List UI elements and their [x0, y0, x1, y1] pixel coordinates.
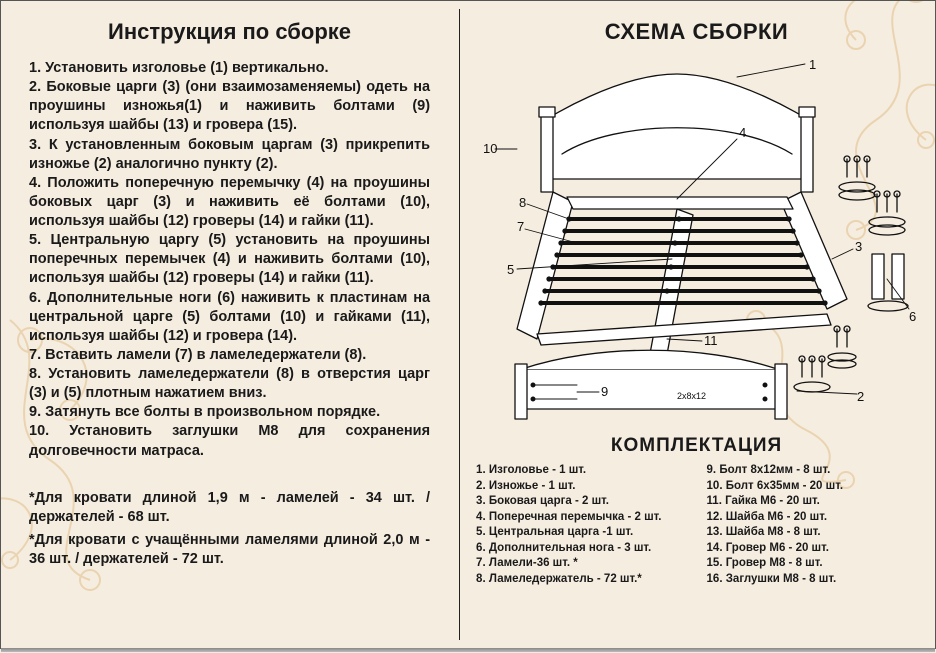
step-3: 3. К установленным боковым царгам (3) пр…	[29, 136, 430, 174]
footer-shadow	[1, 648, 935, 652]
part-13: 13. Шайба М8 - 8 шт.	[707, 525, 917, 541]
part-2: 2. Изножье - 1 шт.	[476, 479, 686, 495]
footboard-icon	[515, 350, 787, 419]
step-4: 4. Положить поперечную перемычку (4) на …	[29, 174, 430, 231]
callout-5: 5	[507, 262, 514, 277]
hardware-group-3	[828, 326, 856, 368]
step-7: 7. Вставить ламели (7) в ламеледержатели…	[29, 346, 430, 365]
assembly-steps: 1. Установить изголовье (1) вертикально.…	[29, 59, 430, 461]
parts-col-right: 9. Болт 8x12мм - 8 шт. 10. Болт 6x35мм -…	[707, 463, 917, 587]
scheme-title: СХЕМА СБОРКИ	[476, 19, 917, 45]
parts-list: 1. Изголовье - 1 шт. 2. Изножье - 1 шт. …	[476, 463, 917, 587]
note-1: *Для кровати длиной 1,9 м - ламелей - 34…	[29, 489, 430, 527]
hardware-group-1	[839, 156, 875, 200]
note-2: *Для кровати с учащёнными ламелями длино…	[29, 531, 430, 569]
step-10: 10. Установить заглушки М8 для сохранени…	[29, 422, 430, 460]
parts-col-left: 1. Изголовье - 1 шт. 2. Изножье - 1 шт. …	[476, 463, 686, 587]
right-column: СХЕМА СБОРКИ	[458, 1, 935, 648]
callout-4: 4	[739, 125, 746, 140]
part-11: 11. Гайка М6 - 20 шт.	[707, 494, 917, 510]
step-5: 5. Центральную царгу (5) установить на п…	[29, 231, 430, 288]
callout-11: 11	[704, 333, 718, 348]
leg-group	[868, 254, 908, 311]
callout-10: 10	[483, 141, 497, 156]
part-9: 9. Болт 8x12мм - 8 шт.	[707, 463, 917, 479]
part-15: 15. Гровер М8 - 8 шт.	[707, 556, 917, 572]
part-12: 12. Шайба М6 - 20 шт.	[707, 510, 917, 526]
callout-9: 9	[601, 384, 608, 399]
part-14: 14. Гровер М6 - 20 шт.	[707, 541, 917, 557]
screw-note: 2x8x12	[677, 391, 706, 401]
part-3: 3. Боковая царга - 2 шт.	[476, 494, 686, 510]
column-divider	[459, 9, 460, 640]
part-8: 8. Ламеледержатель - 72 шт.*	[476, 572, 686, 588]
callout-3: 3	[855, 239, 862, 254]
crossbeam-icon	[567, 197, 793, 209]
step-2: 2. Боковые царги (3) (они взаимозаменяем…	[29, 78, 430, 135]
part-1: 1. Изголовье - 1 шт.	[476, 463, 686, 479]
assembly-title: Инструкция по сборке	[29, 19, 430, 45]
callout-1: 1	[809, 59, 816, 72]
part-5: 5. Центральная царга -1 шт.	[476, 525, 686, 541]
instruction-sheet: Инструкция по сборке 1. Установить изгол…	[0, 0, 936, 649]
step-1: 1. Установить изголовье (1) вертикально.	[29, 59, 430, 78]
step-8: 8. Установить ламеледержатели (8) в отве…	[29, 365, 430, 403]
part-7: 7. Ламели-36 шт. *	[476, 556, 686, 572]
hardware-group-4	[794, 356, 830, 392]
callout-8: 8	[519, 195, 526, 210]
callout-7: 7	[517, 219, 524, 234]
parts-title: КОМПЛЕКТАЦИЯ	[476, 435, 917, 457]
part-4: 4. Поперечная перемычка - 2 шт.	[476, 510, 686, 526]
part-10: 10. Болт 6x35мм - 20 шт.	[707, 479, 917, 495]
left-column: Инструкция по сборке 1. Установить изгол…	[1, 1, 458, 648]
part-6: 6. Дополнительная нога - 3 шт.	[476, 541, 686, 557]
headboard-icon	[539, 74, 815, 192]
callout-2: 2	[857, 389, 864, 404]
callout-6: 6	[909, 309, 916, 324]
step-6: 6. Дополнительные ноги (6) наживить к пл…	[29, 289, 430, 346]
footnotes: *Для кровати длиной 1,9 м - ламелей - 34…	[29, 489, 430, 570]
part-16: 16. Заглушки М8 - 8 шт.	[707, 572, 917, 588]
assembly-diagram: 1 2 3 4 5 6 7 8 9 10 11 2x8x12	[477, 59, 917, 429]
hardware-group-2	[869, 191, 905, 235]
step-9: 9. Затянуть все болты в произвольном пор…	[29, 403, 430, 422]
